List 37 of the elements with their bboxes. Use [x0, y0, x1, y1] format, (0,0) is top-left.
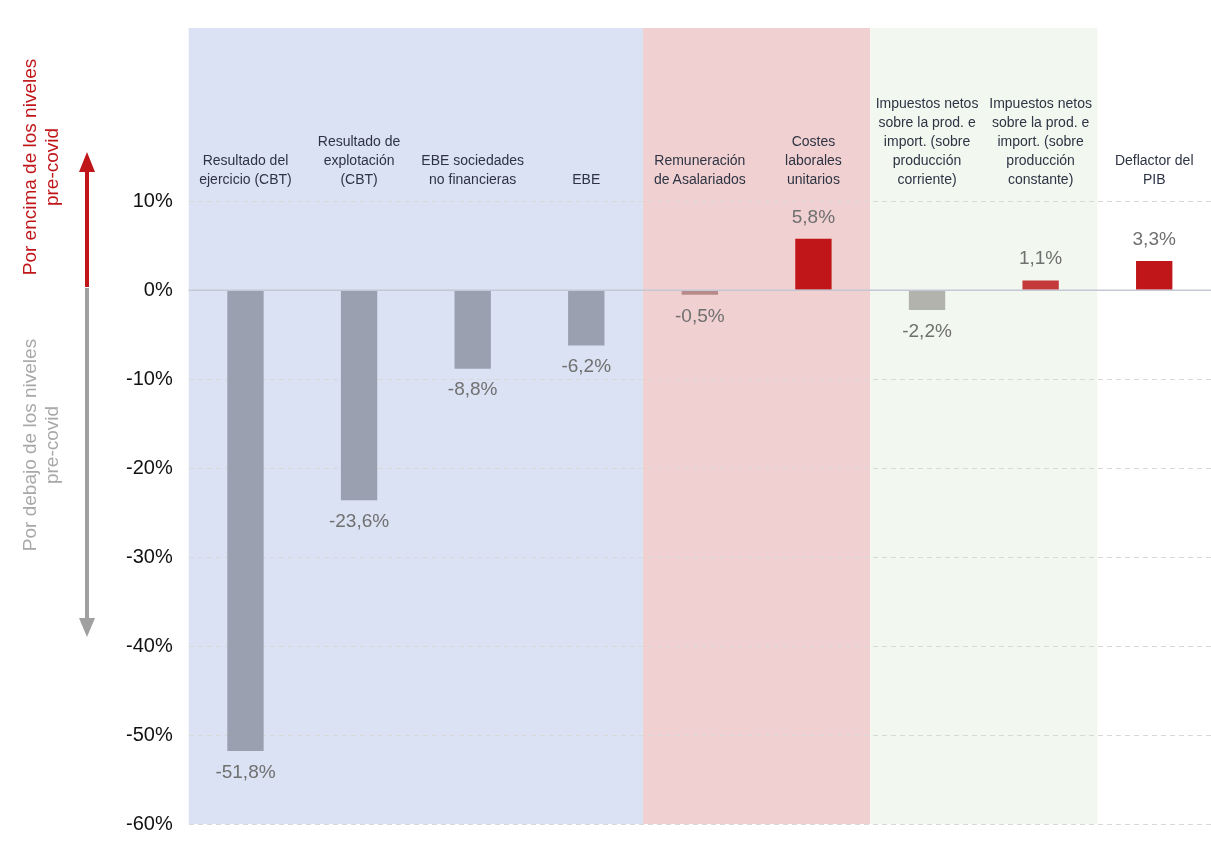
x-tick-label: Deflactor del PIB — [1114, 152, 1194, 188]
data-label: 3,3% — [1132, 227, 1176, 249]
data-label: -6,2% — [561, 355, 612, 377]
bar — [454, 290, 491, 369]
bar — [227, 290, 264, 752]
x-tick-label: Impuestos netos sobre la prod. e import. (sobre producción corriente) — [875, 95, 979, 188]
data-label: -8,8% — [447, 378, 498, 400]
text: Por debajo de los niveles pre-covid — [19, 337, 63, 554]
y-tick-label: -60% — [125, 811, 173, 834]
x-tick-label: Impuestos netos sobre la prod. e import. (sobre producción constante) — [989, 95, 1092, 188]
y-tick-label: 0% — [143, 277, 173, 300]
x-tick-label: Remuneración de Asalariados — [653, 152, 746, 188]
bar — [795, 238, 832, 290]
data-label: 1,1% — [1018, 247, 1063, 269]
y-tick-label: -10% — [125, 366, 173, 389]
bar — [1136, 261, 1173, 290]
y-tick-label: 10% — [132, 188, 173, 211]
bar — [908, 290, 946, 310]
x-tick-label: Resultado de explotación (CBT) — [317, 133, 401, 188]
bar — [1022, 280, 1059, 290]
y-tick-label: -30% — [125, 544, 173, 567]
bar — [681, 290, 719, 295]
x-tick-label: Resultado del ejercicio (CBT) — [199, 152, 292, 188]
y-tick-label: -50% — [125, 722, 173, 745]
data-label: -23,6% — [328, 510, 390, 531]
data-label: -51,8% — [215, 760, 276, 782]
bar — [568, 290, 605, 346]
y-tick-label: -40% — [125, 633, 173, 656]
text: Por encima de los niveles pre-covid — [19, 57, 63, 278]
data-label: 5,8% — [791, 205, 836, 227]
y-tick-label: -20% — [125, 455, 173, 478]
data-label: -0,5% — [675, 304, 725, 326]
data-label: -2,2% — [902, 319, 952, 341]
x-tick-label: EBE sociedades no financieras — [421, 152, 525, 188]
x-tick-label: EBE — [572, 171, 601, 188]
x-tick-label: Costes laborales unitarios — [785, 133, 842, 188]
bar — [340, 290, 378, 501]
